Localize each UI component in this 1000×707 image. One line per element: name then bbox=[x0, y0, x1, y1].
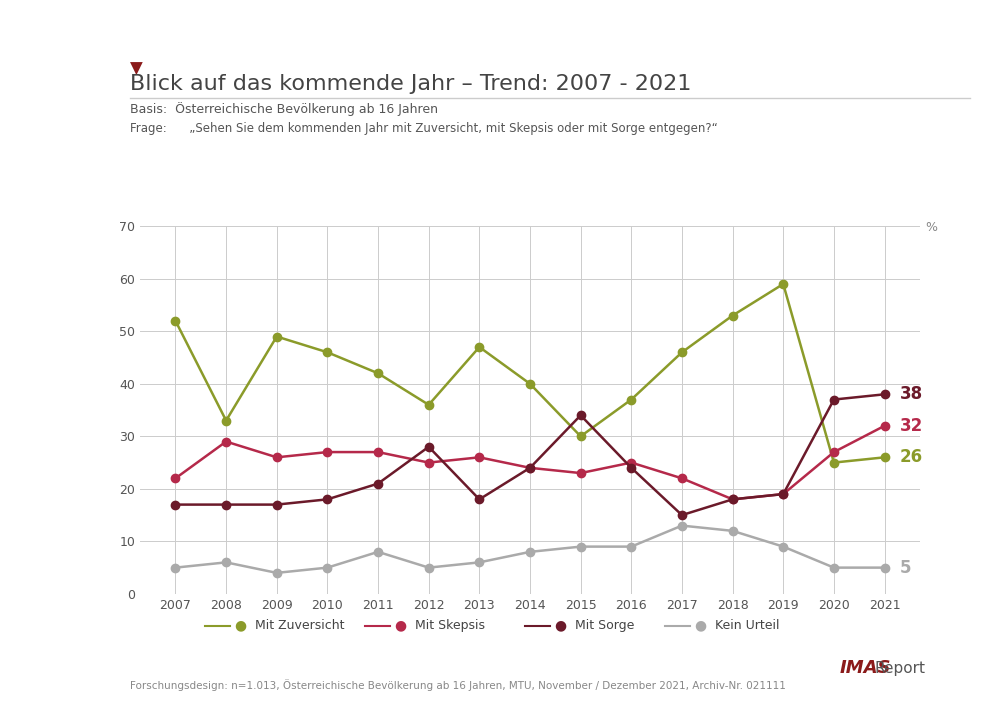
Text: IMAS: IMAS bbox=[840, 659, 892, 677]
Text: Kein Urteil: Kein Urteil bbox=[715, 619, 780, 632]
Text: 38: 38 bbox=[900, 385, 923, 403]
Text: Blick auf das kommende Jahr – Trend: 2007 - 2021: Blick auf das kommende Jahr – Trend: 200… bbox=[130, 74, 691, 94]
Text: Mit Zuversicht: Mit Zuversicht bbox=[255, 619, 344, 632]
Text: Frage:      „Sehen Sie dem kommenden Jahr mit Zuversicht, mit Skepsis oder mit S: Frage: „Sehen Sie dem kommenden Jahr mit… bbox=[130, 122, 718, 134]
Text: ●: ● bbox=[554, 619, 566, 633]
Text: Mit Skepsis: Mit Skepsis bbox=[415, 619, 485, 632]
Text: 26: 26 bbox=[900, 448, 923, 467]
Text: Basis:  Österreichische Bevölkerung ab 16 Jahren: Basis: Österreichische Bevölkerung ab 16… bbox=[130, 102, 438, 116]
Text: ●: ● bbox=[234, 619, 246, 633]
Text: 5: 5 bbox=[900, 559, 911, 577]
Text: ●: ● bbox=[694, 619, 706, 633]
Text: Forschungsdesign: n=1.013, Österreichische Bevölkerung ab 16 Jahren, MTU, Novemb: Forschungsdesign: n=1.013, Österreichisc… bbox=[130, 679, 786, 691]
Text: ▼: ▼ bbox=[130, 60, 143, 78]
Text: Report: Report bbox=[875, 660, 926, 676]
Text: Mit Sorge: Mit Sorge bbox=[575, 619, 634, 632]
Text: ●: ● bbox=[394, 619, 406, 633]
Text: 32: 32 bbox=[900, 417, 923, 435]
